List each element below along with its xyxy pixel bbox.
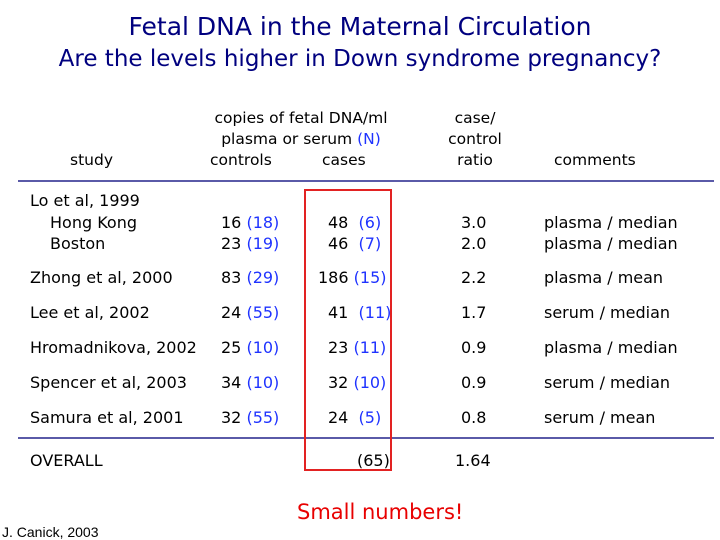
controls-value: 83 [221, 268, 242, 287]
header-rule [18, 180, 714, 182]
cases-value: 32 [328, 373, 349, 392]
overall-ratio: 1.64 [455, 451, 491, 470]
ratio-cell: 0.9 [461, 338, 487, 357]
header-n-label: (N) [357, 130, 381, 148]
ratio-cell: 3.0 [461, 213, 487, 232]
controls-value: 23 [221, 234, 242, 253]
ratio-cell: 2.2 [461, 268, 487, 287]
table-row-study: Lo et al, 1999 [30, 191, 140, 210]
controls-cell: 25 (10) [221, 337, 279, 358]
header-copies-line2-text: plasma or serum [221, 130, 358, 148]
cases-cell: 24 (5) [328, 407, 381, 428]
controls-n: (10) [246, 373, 280, 392]
controls-cell: 83 (29) [221, 267, 279, 288]
controls-value: 16 [221, 213, 242, 232]
cases-value: 41 [328, 303, 349, 322]
table-row-study: Lee et al, 2002 [30, 303, 150, 322]
cases-n: (10) [353, 373, 387, 392]
controls-cell: 32 (55) [221, 407, 279, 428]
header-study: study [70, 151, 113, 169]
overall-cases-n: (65) [357, 451, 390, 470]
comment-cell: plasma / mean [544, 268, 664, 287]
table-row-substudy: Hong Kong [50, 213, 137, 232]
controls-n: (29) [246, 268, 280, 287]
cases-cell: 41 (11) [328, 302, 391, 323]
author-credit: J. Canick, 2003 [2, 524, 99, 540]
ratio-cell: 0.8 [461, 408, 487, 427]
comment-cell: serum / mean [544, 408, 656, 427]
controls-value: 24 [221, 303, 242, 322]
controls-value: 34 [221, 373, 242, 392]
controls-cell: 24 (55) [221, 302, 279, 323]
cases-cell: 23 (11) [328, 337, 386, 358]
cases-value: 186 [318, 268, 349, 287]
comment-cell: plasma / median [544, 213, 678, 232]
header-ratio-line3: ratio [457, 151, 493, 169]
cases-n: (6) [358, 213, 382, 232]
cases-n: (11) [353, 338, 387, 357]
controls-n: (19) [246, 234, 280, 253]
cases-n: (5) [358, 408, 382, 427]
controls-value: 32 [221, 408, 242, 427]
header-cases: cases [322, 151, 366, 169]
header-copies-line1: copies of fetal DNA/ml [214, 109, 388, 127]
cases-cell: 48 (6) [328, 212, 381, 233]
cases-value: 24 [328, 408, 349, 427]
ratio-cell: 0.9 [461, 373, 487, 392]
controls-cell: 16 (18) [221, 212, 279, 233]
cases-value: 23 [328, 338, 349, 357]
table-row-study: Zhong et al, 2000 [30, 268, 173, 287]
controls-n: (55) [246, 303, 280, 322]
cases-n: (11) [358, 303, 392, 322]
cases-cell: 46 (7) [328, 233, 381, 254]
table-row-substudy: Boston [50, 234, 106, 253]
comment-cell: serum / median [544, 373, 671, 392]
comment-cell: serum / median [544, 303, 671, 322]
controls-cell: 23 (19) [221, 233, 279, 254]
overall-label: OVERALL [30, 451, 103, 470]
ratio-cell: 1.7 [461, 303, 487, 322]
cases-cell: 186 (15) [318, 267, 386, 288]
footer-rule [18, 437, 714, 439]
cases-n: (15) [353, 268, 387, 287]
table-row-study: Samura et al, 2001 [30, 408, 184, 427]
ratio-cell: 2.0 [461, 234, 487, 253]
cases-value: 48 [328, 213, 349, 232]
page-title: Fetal DNA in the Maternal Circulation [128, 12, 592, 41]
header-copies-line2: plasma or serum (N) [196, 129, 406, 150]
cases-highlight-box [304, 189, 392, 471]
cases-n: (7) [358, 234, 382, 253]
controls-n: (10) [246, 338, 280, 357]
small-numbers-note: Small numbers! [297, 500, 464, 524]
header-ratio-line1: case/ [454, 109, 496, 127]
cases-cell: 32 (10) [328, 372, 386, 393]
controls-cell: 34 (10) [221, 372, 279, 393]
table-row-study: Hromadnikova, 2002 [30, 338, 197, 357]
cases-value: 46 [328, 234, 349, 253]
controls-n: (55) [246, 408, 280, 427]
header-controls: controls [210, 151, 272, 169]
comment-cell: plasma / median [544, 338, 678, 357]
header-comments: comments [554, 151, 636, 169]
table-row-study: Spencer et al, 2003 [30, 373, 187, 392]
comment-cell: plasma / median [544, 234, 678, 253]
page-subtitle: Are the levels higher in Down syndrome p… [58, 46, 662, 72]
header-ratio-line2: control [448, 130, 502, 148]
controls-n: (18) [246, 213, 280, 232]
controls-value: 25 [221, 338, 242, 357]
